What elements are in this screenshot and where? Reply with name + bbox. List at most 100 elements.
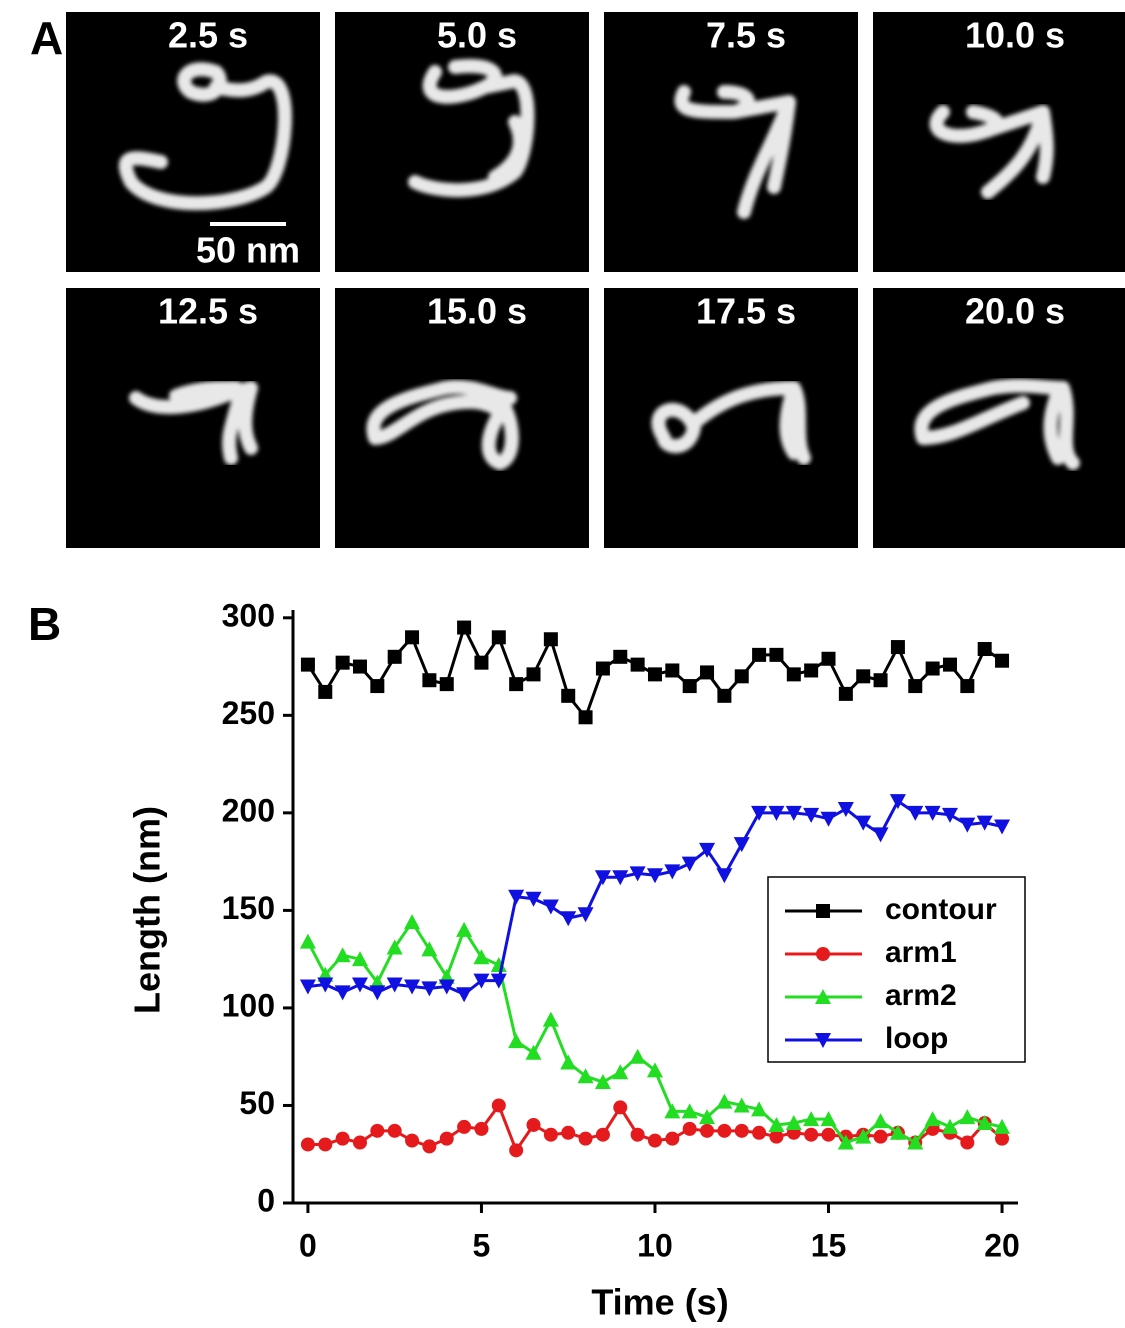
marker	[700, 665, 715, 680]
legend-label: arm2	[885, 979, 957, 1012]
marker	[300, 657, 315, 672]
y-axis-label: Length (nm)	[127, 806, 168, 1014]
marker	[733, 1097, 750, 1113]
marker	[699, 842, 716, 858]
marker	[438, 979, 455, 995]
marker	[716, 1093, 733, 1109]
x-axis-label: Time (s)	[591, 1282, 728, 1323]
marker	[508, 889, 525, 905]
marker	[717, 688, 732, 703]
marker	[682, 1121, 697, 1136]
marker	[386, 977, 403, 993]
marker	[873, 673, 888, 688]
marker	[959, 1109, 976, 1125]
marker	[786, 667, 801, 682]
marker	[405, 630, 420, 645]
marker	[457, 620, 472, 635]
marker	[630, 657, 645, 672]
marker	[422, 673, 437, 688]
marker	[578, 710, 593, 725]
marker	[421, 981, 438, 997]
marker	[785, 1115, 802, 1131]
marker	[612, 870, 629, 886]
marker	[405, 1133, 420, 1148]
marker	[542, 899, 559, 915]
y-tick-label: 250	[222, 695, 275, 731]
marker	[924, 805, 941, 821]
marker	[855, 815, 872, 831]
marker	[299, 933, 316, 949]
marker	[994, 819, 1011, 835]
molecule	[408, 59, 535, 198]
marker	[752, 647, 767, 662]
y-tick-label: 100	[222, 987, 275, 1023]
marker	[456, 921, 473, 937]
marker	[768, 805, 785, 821]
marker	[474, 1121, 489, 1136]
marker	[629, 1048, 646, 1064]
time-label: 5.0 s	[437, 15, 517, 56]
marker	[646, 1062, 663, 1078]
image-frame	[604, 288, 858, 548]
marker	[370, 679, 385, 694]
marker	[873, 1129, 888, 1144]
marker	[387, 1123, 402, 1138]
marker	[457, 1119, 472, 1134]
marker	[681, 856, 698, 872]
marker	[490, 973, 507, 989]
marker	[855, 1128, 872, 1144]
marker	[387, 649, 402, 664]
marker	[561, 688, 576, 703]
y-tick-label: 0	[257, 1182, 275, 1218]
marker	[334, 947, 351, 963]
image-frame	[604, 12, 858, 272]
marker	[804, 663, 819, 678]
marker	[872, 827, 889, 843]
legend-label: arm1	[885, 936, 957, 969]
marker	[700, 1123, 715, 1138]
scale-bar-label: 50 nm	[196, 230, 300, 271]
marker	[318, 1137, 333, 1152]
marker	[752, 1125, 767, 1140]
marker	[594, 870, 611, 886]
marker	[526, 1117, 541, 1132]
marker	[803, 807, 820, 823]
legend-box	[767, 876, 1026, 1063]
marker	[681, 1103, 698, 1119]
marker	[664, 864, 681, 880]
marker	[491, 1098, 506, 1113]
marker	[837, 1134, 854, 1150]
marker	[995, 1131, 1010, 1146]
marker	[299, 979, 316, 995]
marker	[821, 651, 836, 666]
marker	[647, 1133, 662, 1148]
time-label: 17.5 s	[696, 291, 796, 332]
marker	[751, 1101, 768, 1117]
marker	[699, 1109, 716, 1125]
x-tick-label: 5	[473, 1227, 491, 1263]
marker	[404, 979, 421, 995]
marker	[821, 1127, 836, 1142]
marker	[595, 1127, 610, 1142]
y-tick-label: 200	[222, 792, 275, 828]
molecule	[129, 381, 258, 465]
marker	[959, 817, 976, 833]
marker	[820, 1111, 837, 1127]
marker	[509, 1143, 524, 1158]
marker	[751, 805, 768, 821]
image-frame	[873, 12, 1125, 272]
marker	[577, 907, 594, 923]
marker	[941, 807, 958, 823]
marker	[803, 1111, 820, 1127]
panel-label: B	[28, 598, 61, 650]
marker	[613, 1100, 628, 1115]
marker	[816, 947, 830, 961]
marker	[560, 911, 577, 927]
marker	[960, 679, 975, 694]
marker	[542, 1011, 559, 1027]
marker	[491, 630, 506, 645]
marker	[664, 1103, 681, 1119]
marker	[816, 904, 830, 918]
marker	[386, 939, 403, 955]
